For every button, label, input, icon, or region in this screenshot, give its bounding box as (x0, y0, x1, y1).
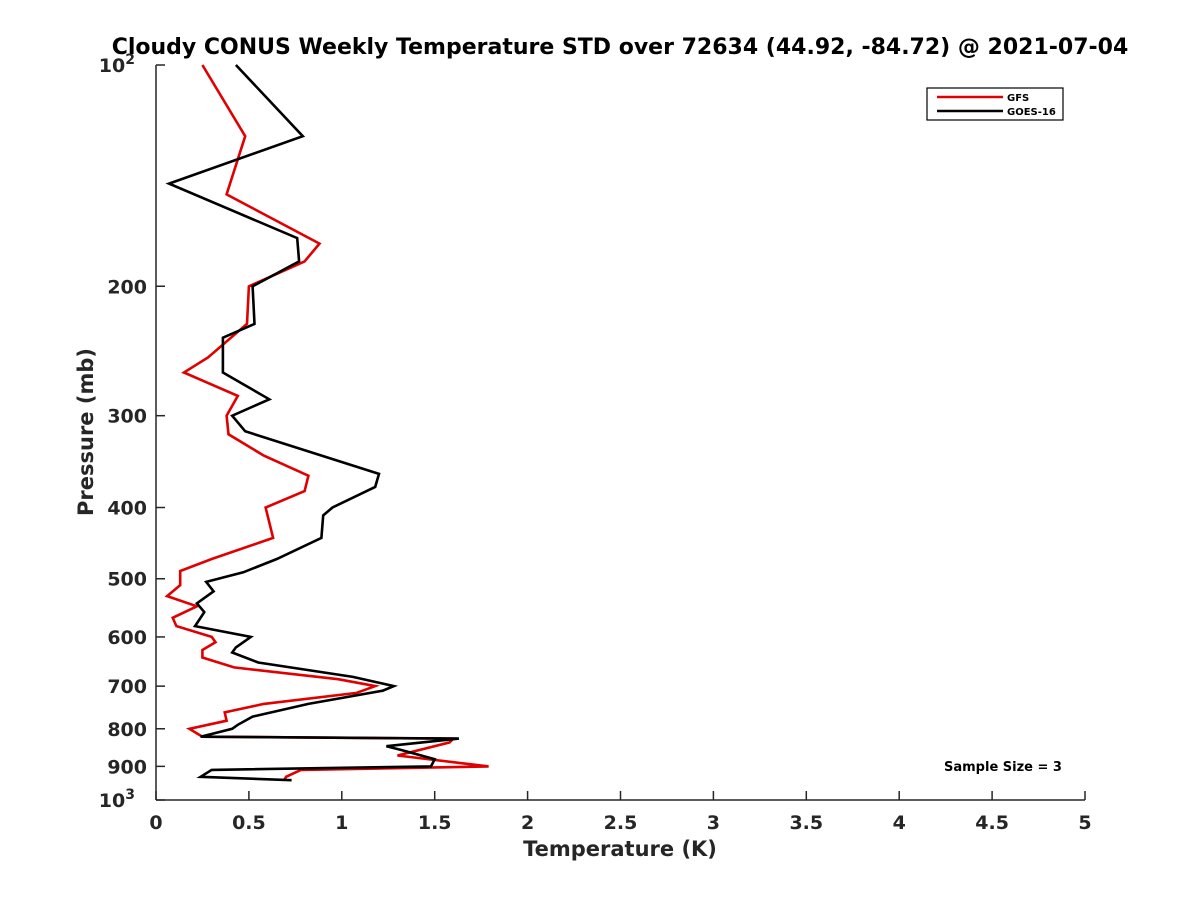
y-tick-label: 600 (107, 627, 147, 649)
y-tick-label: 300 (107, 406, 147, 428)
y-ticks: 102 200 300 400 500 600 700 800 900 103 (99, 52, 165, 812)
series-line-goes16 (165, 64, 460, 782)
x-tick-label: 1 (335, 812, 348, 834)
series-layer (164, 64, 489, 782)
y-tick-label: 700 (107, 676, 147, 698)
x-tick-label: 2.5 (604, 812, 638, 834)
x-tick-label: 2 (521, 812, 534, 834)
y-tick-label: 900 (107, 756, 147, 778)
x-tick-label: 4.5 (975, 812, 1009, 834)
y-axis-label: Pressure (mb) (74, 348, 98, 516)
plot-axes (155, 65, 1085, 801)
legend: GFS GOES-16 (926, 87, 1064, 121)
x-ticks: 0 0.5 1 1.5 2 2.5 3 3.5 4 4.5 5 (149, 791, 1092, 834)
x-axis-label: Temperature (K) (523, 837, 717, 861)
y-tick-label: 500 (107, 569, 147, 591)
y-tick-label: 103 (99, 787, 135, 812)
y-tick-label: 800 (107, 719, 147, 741)
legend-box (926, 87, 1064, 121)
x-tick-label: 3.5 (789, 812, 823, 834)
x-tick-label: 4 (893, 812, 906, 834)
series-line-gfs (164, 64, 489, 781)
legend-label-gfs: GFS (1007, 93, 1029, 104)
legend-label-goes16: GOES-16 (1007, 107, 1056, 118)
y-tick-label: 200 (107, 276, 147, 298)
y-tick-label: 102 (99, 52, 135, 77)
sample-size-annotation: Sample Size = 3 (944, 760, 1062, 775)
x-tick-label: 0 (149, 812, 162, 834)
x-tick-label: 1.5 (418, 812, 452, 834)
x-tick-label: 3 (707, 812, 720, 834)
y-tick-label: 400 (107, 498, 147, 520)
x-tick-label: 5 (1078, 812, 1091, 834)
chart-title: Cloudy CONUS Weekly Temperature STD over… (112, 35, 1129, 60)
x-tick-label: 0.5 (232, 812, 266, 834)
